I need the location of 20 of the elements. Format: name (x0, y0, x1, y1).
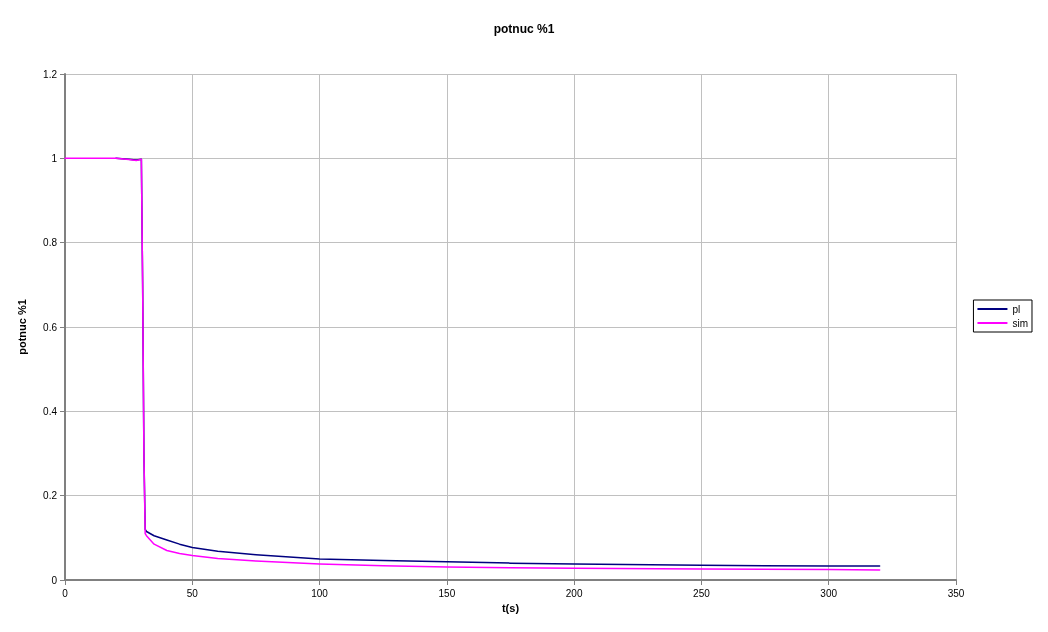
x-tick-label: 350 (947, 587, 965, 599)
y-tick-label: 1.2 (43, 68, 58, 80)
x-axis-title: t(s) (501, 602, 520, 615)
y-tick-label: 0.6 (43, 321, 58, 333)
legend-label: sim (1012, 317, 1029, 329)
chart-title: potnuc %1 (493, 22, 555, 36)
x-tick-label: 150 (438, 587, 456, 599)
x-tick-label: 200 (565, 587, 583, 599)
y-tick-label: 0.4 (43, 405, 58, 417)
x-tick-label: 50 (186, 587, 199, 599)
legend-label: pl (1012, 303, 1021, 315)
x-tick-label: 100 (311, 587, 329, 599)
y-tick-label: 0 (51, 574, 58, 586)
y-tick-label: 0.2 (43, 490, 58, 502)
y-tick-label: 1 (51, 152, 58, 164)
x-tick-label: 0 (62, 587, 69, 599)
y-tick-label: 0.8 (43, 237, 58, 249)
x-tick-label: 250 (693, 587, 711, 599)
x-tick-label: 300 (820, 587, 838, 599)
y-axis-title: potnuc %1 (15, 299, 28, 355)
